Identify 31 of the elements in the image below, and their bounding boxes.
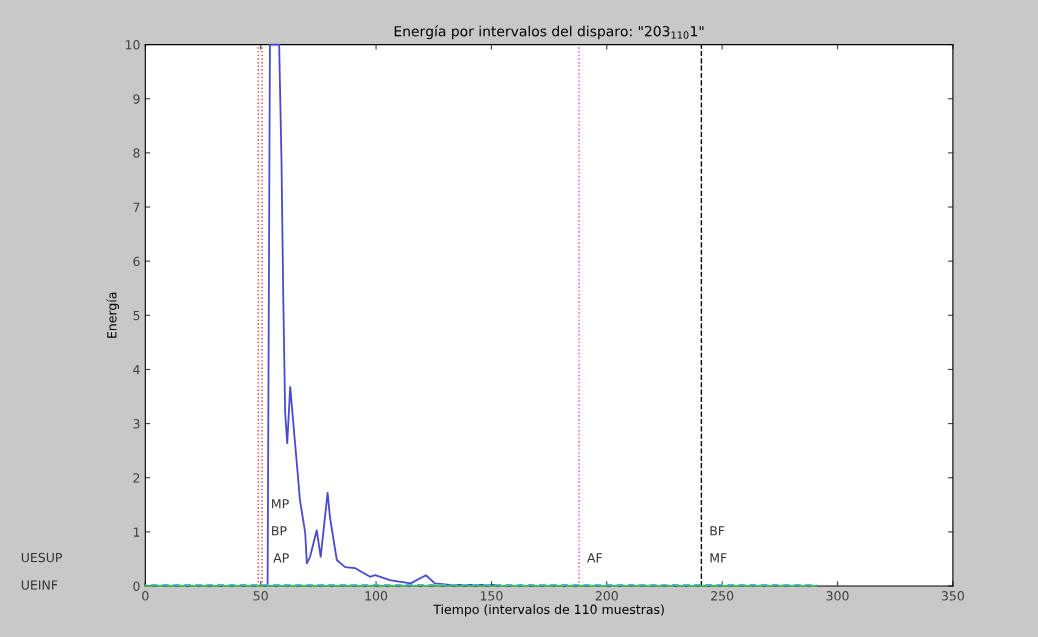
y-tick-label: 5 — [133, 310, 140, 321]
y-tick-label: 0 — [133, 581, 140, 591]
y-tick-label: 4 — [133, 365, 140, 375]
x-tick-label: 50 — [253, 591, 268, 601]
text: UEINF — [21, 580, 58, 590]
y-tick-label: 10 — [125, 40, 140, 50]
y-tick-label: 6 — [133, 256, 140, 267]
annotation: BP — [272, 526, 287, 536]
y-tick-label: 3 — [133, 419, 140, 429]
x-tick-label: 150 — [480, 591, 503, 601]
y-tick-label: 9 — [133, 94, 140, 104]
x-tick-label: 100 — [365, 591, 388, 601]
annotation: AP — [273, 553, 289, 563]
x-tick-label: 250 — [711, 591, 734, 601]
y-tick-label: 2 — [133, 473, 140, 483]
chart-title: Energía por intervalos del disparo: "203$_{110}$1" — [394, 25, 704, 40]
y-tick-label: 8 — [133, 148, 140, 158]
annotation: MP — [272, 499, 289, 509]
x-axis-title: Tiempo (intervalos de 110 muestras) — [433, 604, 664, 617]
annotation: AF — [587, 553, 602, 563]
x-tick-label: 200 — [595, 591, 618, 601]
text: UESUP — [21, 552, 62, 563]
x-tick-label: 350 — [941, 591, 964, 601]
y-tick-label: 7 — [133, 202, 140, 212]
annotation: BF — [710, 526, 725, 536]
line-series — [266, 43, 497, 587]
x-tick-label: 300 — [826, 591, 849, 601]
x-tick-label: 0 — [142, 591, 149, 601]
y-axis-title: Energía — [106, 292, 119, 338]
y-tick-label: 1 — [133, 527, 140, 537]
annotation: MF — [710, 553, 727, 563]
